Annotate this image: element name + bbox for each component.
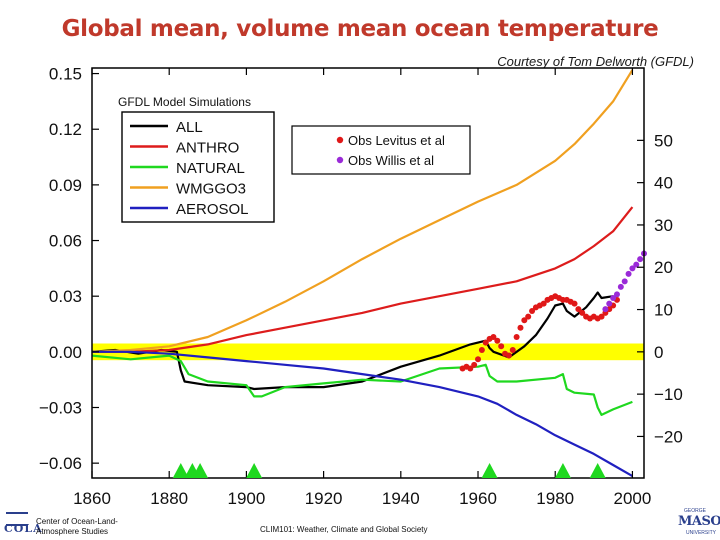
legend-obs-label: Obs Levitus et al	[348, 133, 445, 148]
legend-label-wmggo3: WMGGO3	[176, 181, 246, 198]
inner-chart-label: GFDL Model Simulations	[118, 95, 251, 109]
obs-point-obs-levitus-et-al	[498, 343, 505, 350]
x-tick-label: 1960	[459, 489, 497, 508]
legend-obs-box	[291, 125, 471, 175]
y-tick-label: 0.00	[49, 343, 82, 362]
series-line-anthro	[92, 206, 634, 353]
cola-logo-lines	[6, 512, 28, 526]
y2-tick-label: −20	[654, 427, 683, 446]
obs-point-obs-levitus-et-al	[478, 346, 485, 353]
obs-point-obs-levitus-et-al	[521, 317, 528, 324]
footer-org-name: Center of Ocean-Land- Atmosphere Studies	[36, 517, 136, 537]
obs-point-obs-willis-et-al	[621, 278, 628, 285]
obs-point-obs-willis-et-al	[610, 295, 617, 302]
x-tick-label: 2000	[614, 489, 652, 508]
slide-title: Global mean, volume mean ocean temperatu…	[61, 16, 659, 42]
y-tick-label: 0.03	[49, 287, 82, 306]
y2-tick-label: 30	[654, 216, 673, 235]
legend-label-anthro: ANTHRO	[176, 140, 239, 157]
legend-obs-label: Obs Willis et al	[348, 153, 434, 168]
obs-point-obs-willis-et-al	[629, 265, 636, 272]
plot-frame	[91, 67, 645, 479]
volcano-marker	[172, 463, 189, 478]
obs-point-obs-willis-et-al	[617, 283, 624, 290]
series-line-aerosol	[92, 350, 633, 478]
footer-org-line1: Center of Ocean-Land-	[36, 517, 118, 526]
legend-label-natural: NATURAL	[176, 160, 245, 177]
volcano-marker	[246, 463, 263, 478]
y2-tick-label: 50	[654, 131, 673, 150]
obs-point-obs-levitus-et-al	[505, 352, 512, 359]
x-tick-label: 1980	[536, 489, 574, 508]
legend-label-aerosol: AEROSOL	[176, 201, 249, 218]
obs-point-obs-willis-et-al	[637, 256, 644, 263]
obs-point-obs-levitus-et-al	[575, 306, 582, 313]
y-tick-label: 0.15	[49, 65, 82, 84]
y2-tick-label: 20	[654, 258, 673, 277]
obs-point-obs-levitus-et-al	[494, 337, 501, 344]
obs-point-obs-levitus-et-al	[467, 365, 474, 372]
legend-obs-swatch	[336, 136, 344, 144]
y-tick-label: −0.03	[39, 399, 82, 418]
obs-point-obs-levitus-et-al	[490, 334, 497, 341]
volcano-marker	[192, 463, 209, 478]
y2-tick-label: 0	[654, 343, 663, 362]
series-line-natural	[91, 354, 633, 416]
footer-course: CLIM101: Weather, Climate and Global Soc…	[260, 525, 428, 534]
y2-tick-label: 10	[654, 301, 673, 320]
obs-point-obs-levitus-et-al	[529, 308, 536, 315]
obs-point-obs-levitus-et-al	[598, 313, 605, 320]
y2-tick-label: −10	[654, 385, 683, 404]
cola-logo: COLA	[4, 522, 43, 535]
legend-label-all: ALL	[176, 119, 203, 136]
footer-org-line2: Atmosphere Studies	[36, 527, 109, 536]
y2-tick-label: 40	[654, 174, 673, 193]
obs-point-obs-levitus-et-al	[482, 339, 489, 346]
x-tick-label: 1920	[305, 489, 343, 508]
series-line-all	[91, 291, 614, 391]
volcano-marker	[554, 463, 571, 478]
x-tick-label: 1900	[227, 489, 265, 508]
obs-point-obs-levitus-et-al	[571, 300, 578, 307]
university-logo: MASON	[678, 514, 720, 529]
volcano-marker	[481, 463, 498, 478]
obs-point-obs-willis-et-al	[633, 261, 640, 268]
series-line-wmggo3	[91, 69, 634, 353]
obs-point-obs-levitus-et-al	[517, 324, 524, 331]
obs-point-obs-willis-et-al	[613, 291, 620, 298]
obs-point-obs-willis-et-al	[606, 300, 613, 307]
obs-point-obs-levitus-et-al	[540, 300, 547, 307]
y-tick-label: 0.09	[49, 176, 82, 195]
obs-point-obs-willis-et-al	[602, 306, 609, 313]
x-tick-label: 1940	[382, 489, 420, 508]
y-tick-label: 0.12	[49, 120, 82, 139]
legend-obs-swatch	[336, 156, 344, 164]
obs-point-obs-levitus-et-al	[475, 356, 482, 363]
university-logo-bottom: UNIVERSITY	[686, 530, 717, 536]
y-tick-label: −0.06	[39, 454, 82, 473]
x-tick-label: 1860	[73, 489, 111, 508]
x-tick-label: 1880	[150, 489, 188, 508]
university-logo-top: GEORGE	[684, 508, 706, 514]
obs-point-obs-willis-et-al	[625, 270, 632, 277]
obs-point-obs-levitus-et-al	[579, 309, 586, 316]
obs-point-obs-levitus-et-al	[525, 313, 532, 320]
credit-text: Courtesy of Tom Delworth (GFDL)	[497, 54, 694, 69]
obs-point-obs-levitus-et-al	[471, 361, 478, 368]
y-tick-label: 0.06	[49, 232, 82, 251]
obs-point-obs-levitus-et-al	[513, 334, 520, 341]
obs-point-obs-levitus-et-al	[509, 346, 516, 353]
volcano-marker	[589, 463, 606, 478]
